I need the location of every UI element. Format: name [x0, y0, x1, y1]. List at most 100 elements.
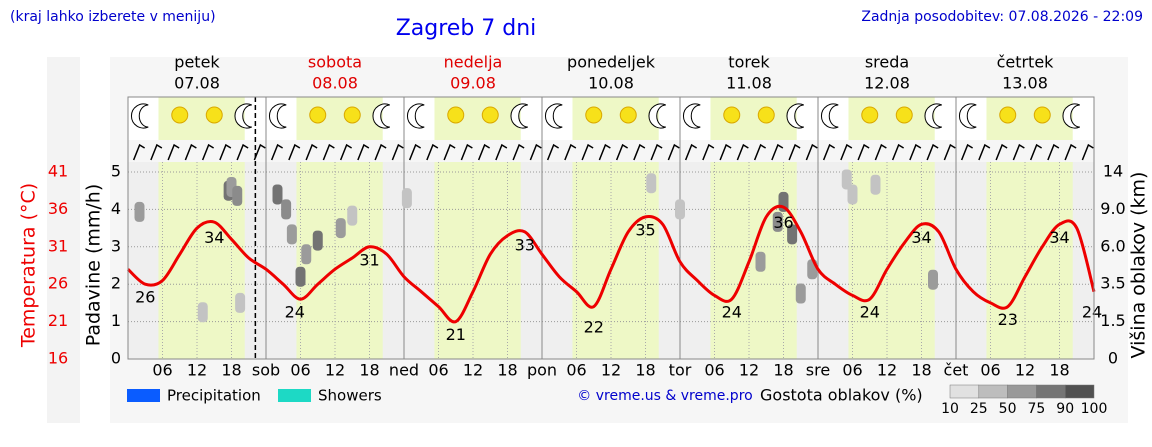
- wind-barb: [288, 143, 301, 161]
- credit: © vreme.us & vreme.pro: [577, 388, 752, 404]
- density-box: [949, 384, 980, 399]
- temp-axis-label: Temperatura (°C): [18, 183, 40, 348]
- temp-label: 24: [285, 303, 305, 322]
- density-title: Gostota oblakov (%): [760, 386, 923, 405]
- daylight: [296, 97, 383, 140]
- sun-icon: [861, 106, 879, 124]
- cloud-cell: [197, 302, 208, 323]
- wind-barb: [443, 143, 456, 161]
- cloud-cell: [401, 188, 412, 209]
- y-tick-label: 3: [111, 236, 121, 255]
- moon-icon: [648, 103, 666, 129]
- plot-frame: [127, 96, 1095, 360]
- x-tick-label: 18: [359, 361, 379, 380]
- sun-icon: [1033, 106, 1051, 124]
- x-tick-label: 18: [497, 361, 517, 380]
- moon-icon: [372, 103, 390, 129]
- x-tick-label: 06: [842, 361, 862, 380]
- day-name: četrtek: [997, 53, 1055, 72]
- updated: Zadnja posodobitev: 07.08.2026 - 22:09: [861, 9, 1143, 25]
- x-tick-label: 06: [428, 361, 448, 380]
- sun-icon: [447, 106, 465, 124]
- wind-barb: [598, 143, 611, 161]
- cloud-cell: [841, 169, 852, 190]
- temperature-line: [126, 204, 1096, 324]
- wind-barb: [460, 143, 473, 161]
- wind-barb: [322, 143, 335, 161]
- day-date: 13.08: [1002, 74, 1048, 93]
- wind-barb: [1047, 143, 1060, 161]
- density-box: [978, 384, 1008, 399]
- x-tick-label: tor: [669, 361, 692, 380]
- wind-barb: [236, 143, 249, 161]
- wind-barb: [374, 143, 387, 161]
- wind-barb: [943, 143, 956, 161]
- sun-icon: [309, 106, 327, 124]
- density-tick: 10: [941, 401, 959, 417]
- daylight: [572, 97, 659, 140]
- moon-icon: [959, 103, 977, 129]
- wind-barb: [339, 143, 353, 161]
- temp-label: 34: [1049, 228, 1069, 247]
- sun-icon: [171, 106, 189, 124]
- temp-label: 24: [860, 303, 880, 322]
- wind-barb: [529, 143, 542, 161]
- density-tick: 50: [999, 401, 1017, 417]
- cloud-cell: [787, 224, 798, 245]
- wind-barb: [219, 143, 232, 161]
- x-tick-label: 06: [290, 361, 310, 380]
- density-box: [1036, 384, 1066, 399]
- temp-label: 26: [135, 288, 155, 307]
- day-date: 12.08: [864, 74, 910, 93]
- wind-barb: [1064, 143, 1077, 161]
- x-tick-label: 06: [980, 361, 1000, 380]
- wind-barb: [201, 143, 215, 161]
- sun-icon: [999, 106, 1017, 124]
- wind-barb: [960, 143, 974, 161]
- wind-barb: [495, 143, 508, 161]
- x-tick-label: pon: [527, 361, 557, 380]
- cloud-cell: [235, 292, 246, 313]
- day-name: sreda: [865, 53, 909, 72]
- moon-icon: [234, 103, 252, 129]
- cloud-cell: [847, 184, 858, 205]
- sun-icon: [723, 106, 741, 124]
- density-tick: 25: [970, 401, 988, 417]
- cloud-tick-label: 6.0: [1100, 236, 1125, 255]
- density-tick: 75: [1027, 401, 1045, 417]
- wind-barb: [702, 143, 715, 161]
- legend-swatch: [127, 389, 160, 402]
- x-tick-label: 06: [152, 361, 172, 380]
- wind-barb: [719, 143, 732, 161]
- day-name: ponedeljek: [567, 53, 656, 72]
- temp-label: 34: [911, 228, 931, 247]
- legend-label: Precipitation: [167, 387, 261, 405]
- day-date: 10.08: [588, 74, 634, 93]
- temp-label: 24: [1082, 303, 1102, 322]
- temp-tick-label: 41: [48, 162, 68, 181]
- temp-label: 34: [204, 228, 224, 247]
- x-tick-label: 18: [221, 361, 241, 380]
- y-tick-label: 5: [111, 162, 121, 181]
- wind-barb: [253, 143, 266, 161]
- wind-barb: [184, 143, 197, 161]
- x-tick-label: 18: [773, 361, 793, 380]
- wind-barb: [650, 143, 663, 161]
- wind-barb: [546, 143, 560, 161]
- cloud-cell: [134, 201, 145, 222]
- daylight: [848, 97, 935, 140]
- cloud-tick-label: 9.0: [1100, 199, 1125, 218]
- day-name: nedelja: [444, 53, 503, 72]
- x-tick-label: 12: [187, 361, 207, 380]
- legend-label: Showers: [318, 387, 382, 405]
- x-tick-label: 12: [325, 361, 345, 380]
- moon-icon: [1062, 103, 1080, 129]
- x-tick-label: 18: [635, 361, 655, 380]
- wind-barb: [581, 143, 594, 161]
- cloud-cell: [301, 244, 312, 265]
- day-name: torek: [728, 53, 770, 72]
- day-name: sobota: [308, 53, 362, 72]
- wind-barb: [132, 143, 146, 161]
- temp-tick-label: 16: [48, 349, 68, 368]
